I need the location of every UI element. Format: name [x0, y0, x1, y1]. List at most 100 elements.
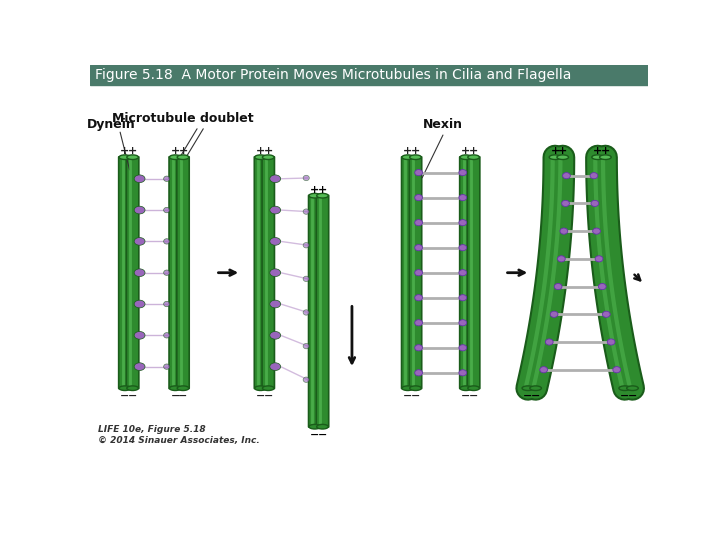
Ellipse shape: [613, 367, 621, 373]
Ellipse shape: [163, 333, 170, 338]
Text: −: −: [462, 391, 471, 401]
Ellipse shape: [459, 370, 467, 376]
Text: −: −: [318, 429, 327, 440]
Text: −: −: [171, 391, 180, 401]
Text: −: −: [310, 429, 320, 440]
Ellipse shape: [557, 256, 565, 262]
Ellipse shape: [468, 386, 480, 390]
Ellipse shape: [460, 155, 472, 159]
Ellipse shape: [309, 424, 320, 429]
Bar: [90, 65, 648, 85]
FancyBboxPatch shape: [119, 157, 131, 389]
Ellipse shape: [127, 155, 138, 159]
Ellipse shape: [459, 295, 467, 301]
Ellipse shape: [255, 155, 266, 159]
Text: Dynein: Dynein: [87, 118, 136, 131]
Ellipse shape: [134, 332, 145, 339]
Ellipse shape: [134, 238, 145, 245]
Ellipse shape: [607, 339, 615, 345]
Ellipse shape: [262, 155, 274, 159]
Ellipse shape: [590, 173, 598, 179]
Ellipse shape: [593, 228, 600, 234]
Ellipse shape: [562, 200, 570, 206]
Ellipse shape: [598, 284, 606, 289]
Text: +: +: [256, 146, 265, 156]
Text: +: +: [128, 146, 138, 156]
Text: +: +: [171, 146, 180, 156]
Ellipse shape: [163, 207, 170, 213]
Text: +: +: [179, 146, 188, 156]
Ellipse shape: [550, 311, 558, 318]
Ellipse shape: [410, 155, 421, 159]
Ellipse shape: [127, 386, 138, 390]
Ellipse shape: [415, 220, 423, 226]
Text: −: −: [469, 391, 478, 401]
FancyBboxPatch shape: [177, 157, 189, 389]
Ellipse shape: [459, 220, 467, 226]
Ellipse shape: [459, 194, 467, 201]
Text: +: +: [550, 146, 559, 156]
Text: +: +: [593, 146, 602, 156]
Text: −: −: [256, 391, 265, 401]
Ellipse shape: [415, 170, 423, 176]
Ellipse shape: [459, 245, 467, 251]
Ellipse shape: [303, 242, 310, 248]
Text: −: −: [128, 391, 138, 401]
Text: −: −: [179, 391, 188, 401]
Ellipse shape: [255, 386, 266, 390]
Text: −: −: [411, 391, 420, 401]
Text: +: +: [403, 146, 413, 156]
Text: +: +: [558, 146, 567, 156]
Ellipse shape: [415, 370, 423, 376]
Ellipse shape: [557, 155, 569, 159]
Text: LIFE 10e, Figure 5.18
© 2014 Sinauer Associates, Inc.: LIFE 10e, Figure 5.18 © 2014 Sinauer Ass…: [98, 425, 259, 444]
Ellipse shape: [530, 386, 541, 390]
Ellipse shape: [619, 386, 631, 390]
Ellipse shape: [270, 332, 281, 339]
Ellipse shape: [600, 155, 611, 159]
Ellipse shape: [270, 175, 281, 183]
FancyBboxPatch shape: [316, 195, 329, 427]
Text: +: +: [120, 146, 130, 156]
Text: +: +: [469, 146, 478, 156]
Ellipse shape: [415, 269, 423, 276]
Ellipse shape: [303, 209, 310, 214]
Ellipse shape: [270, 206, 281, 214]
Ellipse shape: [177, 155, 189, 159]
Ellipse shape: [402, 155, 413, 159]
Ellipse shape: [540, 367, 547, 373]
Ellipse shape: [415, 295, 423, 301]
Text: +: +: [264, 146, 273, 156]
Ellipse shape: [459, 170, 467, 176]
Ellipse shape: [309, 193, 320, 198]
FancyBboxPatch shape: [402, 157, 414, 389]
Ellipse shape: [134, 269, 145, 276]
Text: −: −: [620, 391, 629, 401]
Ellipse shape: [163, 364, 170, 369]
Ellipse shape: [270, 363, 281, 370]
Text: Figure 5.18  A Motor Protein Moves Microtubules in Cilia and Flagella: Figure 5.18 A Motor Protein Moves Microt…: [94, 68, 571, 82]
Ellipse shape: [303, 276, 310, 281]
FancyBboxPatch shape: [169, 157, 181, 389]
Text: −: −: [628, 391, 637, 401]
Ellipse shape: [460, 386, 472, 390]
Ellipse shape: [591, 200, 599, 206]
Ellipse shape: [163, 270, 170, 275]
Ellipse shape: [134, 363, 145, 370]
Ellipse shape: [595, 256, 603, 262]
Ellipse shape: [603, 311, 610, 318]
Ellipse shape: [415, 345, 423, 351]
Ellipse shape: [163, 239, 170, 244]
Ellipse shape: [262, 386, 274, 390]
Ellipse shape: [468, 155, 480, 159]
FancyBboxPatch shape: [262, 157, 274, 389]
Ellipse shape: [134, 206, 145, 214]
Ellipse shape: [317, 424, 328, 429]
Text: +: +: [411, 146, 420, 156]
FancyBboxPatch shape: [467, 157, 480, 389]
FancyBboxPatch shape: [309, 195, 321, 427]
Ellipse shape: [303, 176, 310, 181]
Ellipse shape: [134, 175, 145, 183]
Text: −: −: [403, 391, 413, 401]
Ellipse shape: [270, 238, 281, 245]
